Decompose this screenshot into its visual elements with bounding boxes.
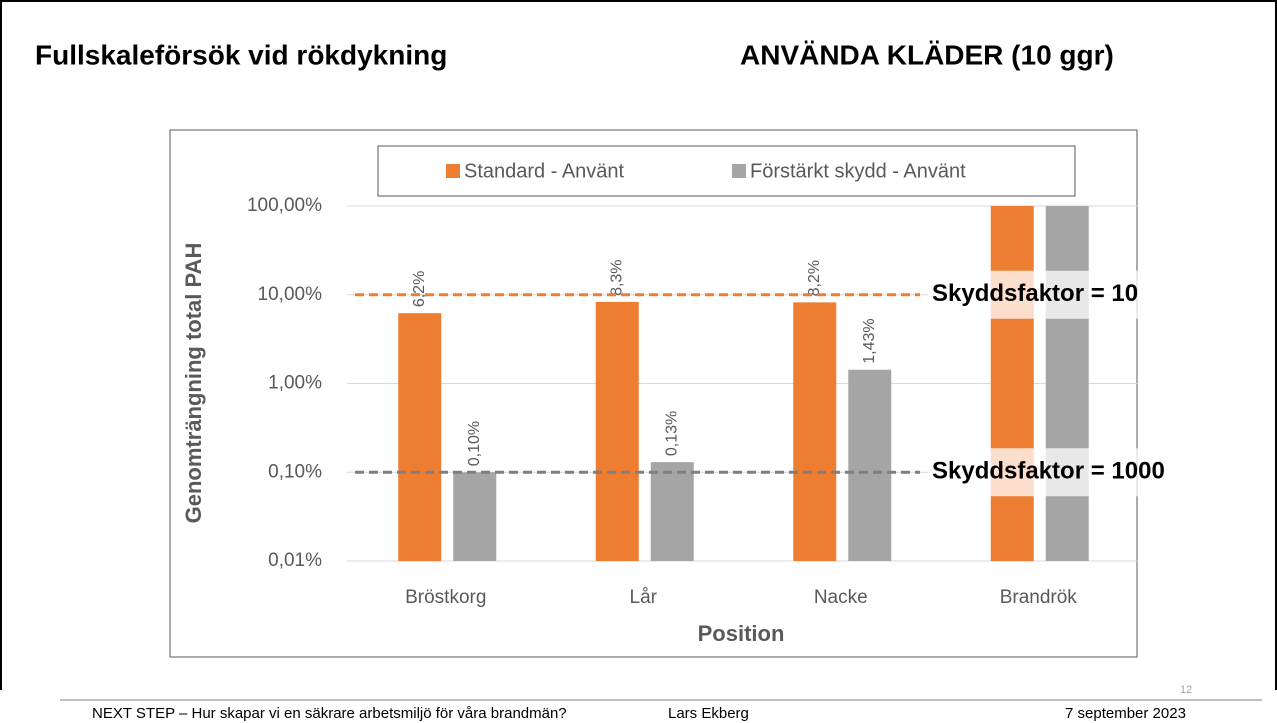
reference-label: Skyddsfaktor = 1000 [932,458,1165,485]
value-label: 6,2% [411,271,428,307]
value-label: 8,3% [608,259,625,295]
legend-swatch [732,164,746,178]
y-tick-label: 0,10% [268,461,322,482]
y-tick-label: 10,00% [258,284,323,305]
bar [793,302,837,561]
x-tick-label: Lår [630,587,658,608]
bar [595,301,639,561]
legend-swatch [446,164,460,178]
value-label: 8,2% [806,260,823,296]
footer-center: Lars Ekberg [668,705,749,722]
bar [1045,206,1089,561]
bar [453,472,497,561]
page-number: 12 [1180,684,1192,696]
chart-frame [169,129,1138,658]
bar [650,462,694,561]
y-tick-label: 1,00% [268,373,322,394]
x-tick-label: Bröstkorg [405,587,486,608]
slide-title: Fullskaleförsök vid rökdykning [35,39,447,70]
x-tick-label: Brandrök [1000,587,1078,608]
reference-label: Skyddsfaktor = 10 [932,280,1138,307]
x-axis-title: Position [698,621,785,646]
x-tick-label: Nacke [814,587,868,608]
slide-border [0,0,1277,690]
value-label: 0,13% [663,411,680,456]
plot: 0,01% 0,10% 1,00% 10,00% 100,00% Standard - A… [247,160,1165,608]
y-tick-label: 100,00% [247,195,322,216]
footer-right: 7 september 2023 [1065,705,1186,722]
bar [398,313,442,561]
reference-label-bg [928,270,1138,319]
value-label: 1,43% [861,318,878,363]
legend-box [377,145,1076,197]
legend-label: Standard - Använt [464,160,625,182]
slide-subtitle: ANVÄNDA KLÄDER (10 ggr) [740,39,1114,70]
value-label: 0,10% [466,421,483,466]
y-axis-title: Genomträngning total PAH [181,243,206,524]
footer-left: NEXT STEP – Hur skapar vi en säkrare arb… [92,705,567,722]
bar [848,369,892,561]
reference-label-bg [928,448,1138,497]
y-tick-label: 0,01% [268,550,322,571]
legend-label: Förstärkt skydd - Använt [750,160,966,182]
bar [990,206,1034,561]
